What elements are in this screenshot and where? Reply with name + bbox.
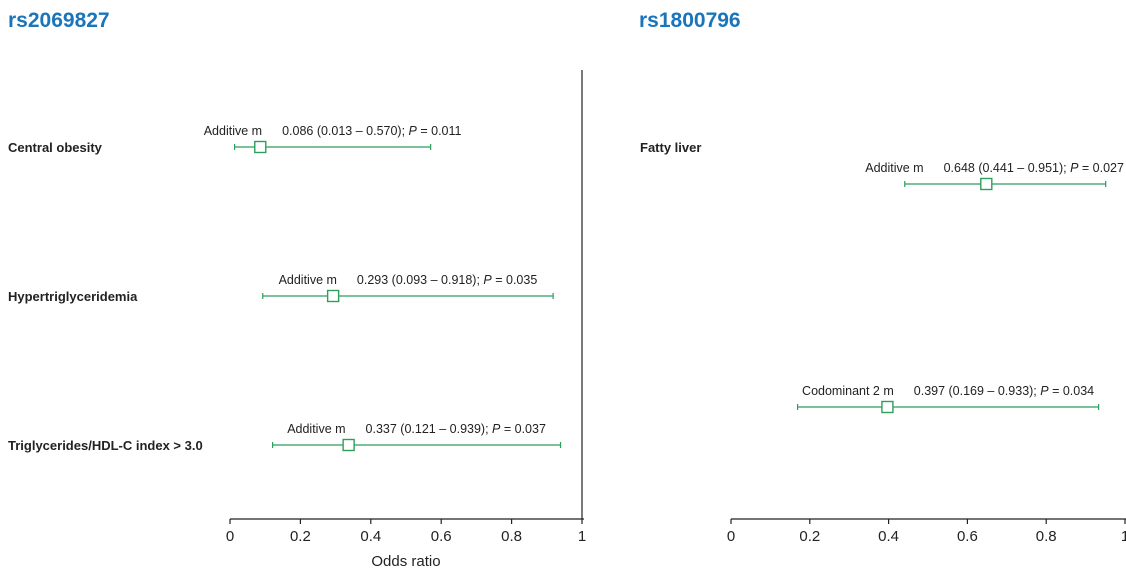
p-value: = 0.037 xyxy=(500,422,546,436)
estimate-label: Additive m 0.086 (0.013 – 0.570); P = 0.0… xyxy=(204,124,462,138)
p-label: P xyxy=(483,273,492,287)
model-label: Additive m xyxy=(204,124,262,138)
p-label: P xyxy=(1040,384,1049,398)
x-tick-label: 0.4 xyxy=(878,528,899,545)
ci-text: 0.293 (0.093 – 0.918); xyxy=(357,273,483,287)
x-tick-label: 0.4 xyxy=(360,528,381,545)
panel-title: rs1800796 xyxy=(639,9,741,32)
ci-text: 0.337 (0.121 – 0.939); xyxy=(366,422,492,436)
p-label: P xyxy=(1070,161,1079,175)
point-estimate xyxy=(881,400,894,414)
model-label: Codominant 2 m xyxy=(802,384,894,398)
x-tick-label: 0.6 xyxy=(431,528,452,545)
point-estimate xyxy=(326,289,340,303)
ci-text: 0.086 (0.013 – 0.570); xyxy=(282,124,408,138)
p-label: P xyxy=(409,124,418,138)
x-tick-label: 0 xyxy=(226,528,234,545)
x-tick-label: 0.8 xyxy=(1036,528,1057,545)
group-label: Fatty liver xyxy=(640,140,701,155)
x-tick-label: 1 xyxy=(578,528,586,545)
model-label: Additive m xyxy=(279,273,337,287)
group-label: Triglycerides/HDL-C index > 3.0 xyxy=(8,438,203,453)
x-tick-label: 1 xyxy=(1121,528,1126,545)
x-tick-label: 0 xyxy=(727,528,735,545)
point-estimate xyxy=(342,438,355,452)
p-value: = 0.027 xyxy=(1078,161,1124,175)
forest-plot-left-svg: 0 0.2 0.4 0.6 0.8 1 Odds ratio Central obesity A… xyxy=(8,70,586,570)
forest-plot-right: rs1800796 0 0.2 0.4 0.6 0.8 1 Fatty liver Addit… xyxy=(590,0,1126,571)
x-tick-label: 0.6 xyxy=(957,528,978,545)
estimate-label: Additive m 0.648 (0.441 – 0.951); P = 0.0… xyxy=(865,161,1124,175)
forest-plot-right-svg: 0 0.2 0.4 0.6 0.8 1 Fatty liver Additive m 0.648… xyxy=(640,140,1126,545)
p-label: P xyxy=(492,422,501,436)
p-value: = 0.011 xyxy=(417,124,462,138)
panel-title: rs2069827 xyxy=(8,9,110,32)
p-value: = 0.035 xyxy=(492,273,538,287)
point-estimate xyxy=(980,177,993,191)
group-label: Hypertriglyceridemia xyxy=(8,289,138,304)
model-label: Additive m xyxy=(287,422,345,436)
p-value: = 0.034 xyxy=(1049,384,1095,398)
x-tick-label: 0.2 xyxy=(799,528,820,545)
x-tick-label: 0.2 xyxy=(290,528,311,545)
estimate-label: Codominant 2 m 0.397 (0.169 – 0.933); P =… xyxy=(802,384,1094,398)
point-estimate xyxy=(254,140,267,154)
x-tick-label: 0.8 xyxy=(501,528,522,545)
ci-text: 0.397 (0.169 – 0.933); xyxy=(914,384,1040,398)
ci-text: 0.648 (0.441 – 0.951); xyxy=(944,161,1070,175)
estimate-label: Additive m 0.337 (0.121 – 0.939); P = 0.0… xyxy=(287,422,546,436)
model-label: Additive m xyxy=(865,161,923,175)
estimate-label: Additive m 0.293 (0.093 – 0.918); P = 0.0… xyxy=(279,273,538,287)
group-label: Central obesity xyxy=(8,140,103,155)
forest-plot-left: rs2069827 0 0.2 0.4 0.6 0.8 1 Odds ratio Centra… xyxy=(8,9,586,570)
x-axis-label: Odds ratio xyxy=(371,553,440,570)
